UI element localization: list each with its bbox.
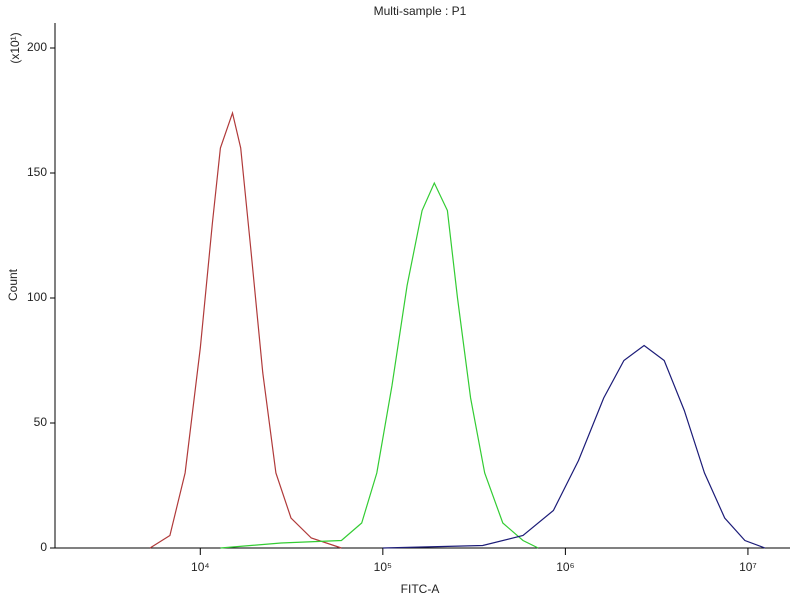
histogram-line bbox=[220, 181, 539, 549]
y-tick-label: 100 bbox=[27, 290, 47, 304]
y-multiplier: (x10¹) bbox=[8, 32, 22, 63]
x-tick-label: 10⁷ bbox=[739, 560, 757, 574]
histogram-line bbox=[382, 344, 766, 549]
y-tick-label: 0 bbox=[40, 540, 47, 554]
x-axis-label: FITC-A bbox=[401, 582, 440, 596]
y-tick-label: 200 bbox=[27, 40, 47, 54]
y-tick-label: 150 bbox=[27, 165, 47, 179]
x-tick-label: 10⁵ bbox=[374, 560, 392, 574]
y-tick-label: 50 bbox=[34, 415, 48, 429]
x-tick-label: 10⁶ bbox=[556, 560, 574, 574]
y-axis-label: Count bbox=[6, 268, 20, 301]
chart-title: Multi-sample : P1 bbox=[374, 4, 467, 18]
x-tick-label: 10⁴ bbox=[191, 560, 210, 574]
histogram-line bbox=[149, 110, 342, 549]
